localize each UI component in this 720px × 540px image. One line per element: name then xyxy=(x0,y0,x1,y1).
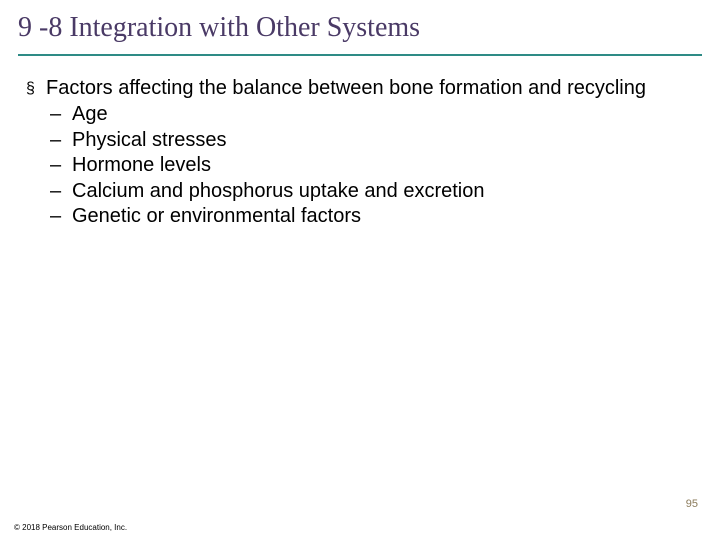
slide-title: 9 -8 Integration with Other Systems xyxy=(18,12,702,44)
dash-bullet-icon: – xyxy=(50,179,72,205)
sub-item-text: Genetic or environmental factors xyxy=(72,204,696,230)
dash-bullet-icon: – xyxy=(50,102,72,128)
sub-items-container: –Age–Physical stresses–Hormone levels–Ca… xyxy=(26,102,696,230)
bullet-level2: –Genetic or environmental factors xyxy=(26,204,696,230)
title-wrap: 9 -8 Integration with Other Systems xyxy=(18,12,702,44)
bullet-level2: –Age xyxy=(26,102,696,128)
dash-bullet-icon: – xyxy=(50,128,72,154)
section-bullet-icon: § xyxy=(26,76,46,102)
content-area: § Factors affecting the balance between … xyxy=(26,76,696,230)
copyright-text: © 2018 Pearson Education, Inc. xyxy=(14,523,127,532)
title-underline xyxy=(18,54,702,56)
bullet-level1: § Factors affecting the balance between … xyxy=(26,76,696,102)
sub-item-text: Age xyxy=(72,102,696,128)
sub-item-text: Physical stresses xyxy=(72,128,696,154)
main-item-text: Factors affecting the balance between bo… xyxy=(46,76,696,102)
sub-item-text: Hormone levels xyxy=(72,153,696,179)
slide: 9 -8 Integration with Other Systems § Fa… xyxy=(0,0,720,540)
bullet-level2: –Physical stresses xyxy=(26,128,696,154)
page-number: 95 xyxy=(686,498,698,510)
dash-bullet-icon: – xyxy=(50,153,72,179)
bullet-level2: –Hormone levels xyxy=(26,153,696,179)
bullet-level2: –Calcium and phosphorus uptake and excre… xyxy=(26,179,696,205)
dash-bullet-icon: – xyxy=(50,204,72,230)
sub-item-text: Calcium and phosphorus uptake and excret… xyxy=(72,179,696,205)
